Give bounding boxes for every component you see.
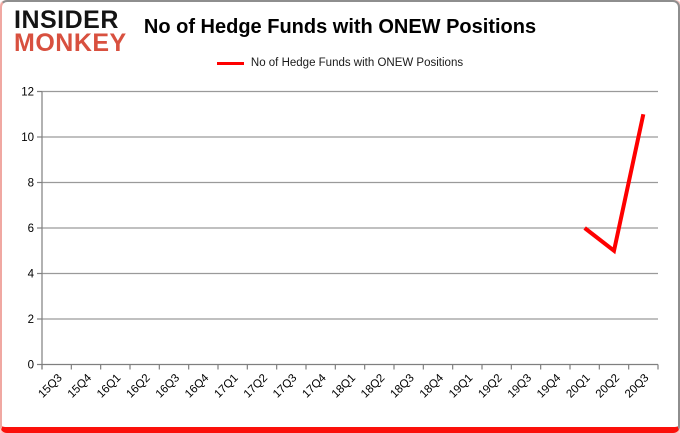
x-tick-label: 18Q3 [388,372,416,400]
x-tick-label: 19Q1 [447,372,475,400]
x-tick-label: 16Q2 [124,372,152,400]
y-tick-label: 8 [28,178,34,190]
legend: No of Hedge Funds with ONEW Positions [2,57,678,69]
y-tick-label: 0 [28,360,34,372]
x-tick-label: 19Q4 [535,372,564,401]
x-tick-label: 17Q1 [212,372,240,400]
series-line [583,113,646,255]
x-tick-label: 15Q4 [66,372,95,401]
x-tick-label: 17Q2 [242,372,270,400]
y-tick-label: 4 [28,269,35,281]
y-tick-label: 12 [21,87,34,99]
chart-title: No of Hedge Funds with ONEW Positions [143,16,537,38]
x-tick-label: 17Q4 [300,372,329,401]
x-tick-label: 16Q4 [183,372,212,401]
logo-text-insider: INSIDER [14,6,119,34]
x-tick-label: 15Q3 [36,372,64,400]
x-tick-label: 16Q1 [95,372,123,400]
y-tick-label: 10 [21,132,34,144]
logo-text-monkey: MONKEY [14,29,127,57]
x-tick-label: 19Q3 [506,372,534,400]
x-tick-label: 19Q2 [476,372,504,400]
y-tick-label: 6 [28,223,34,235]
x-tick-label: 17Q3 [271,372,299,400]
x-tick-label: 18Q2 [359,372,387,400]
legend-label: No of Hedge Funds with ONEW Positions [250,57,464,69]
x-tick-label: 20Q2 [594,372,622,400]
x-tick-label: 20Q1 [564,372,592,400]
x-tick-label: 18Q1 [330,372,358,400]
x-tick-label: 16Q3 [154,372,182,400]
x-tick-label: 20Q3 [623,372,651,400]
legend-line-swatch [216,61,244,65]
x-tick-label: 18Q4 [418,372,447,401]
insider-monkey-logo: INSIDER MONKEY [14,6,127,57]
y-tick-label: 2 [28,314,34,326]
